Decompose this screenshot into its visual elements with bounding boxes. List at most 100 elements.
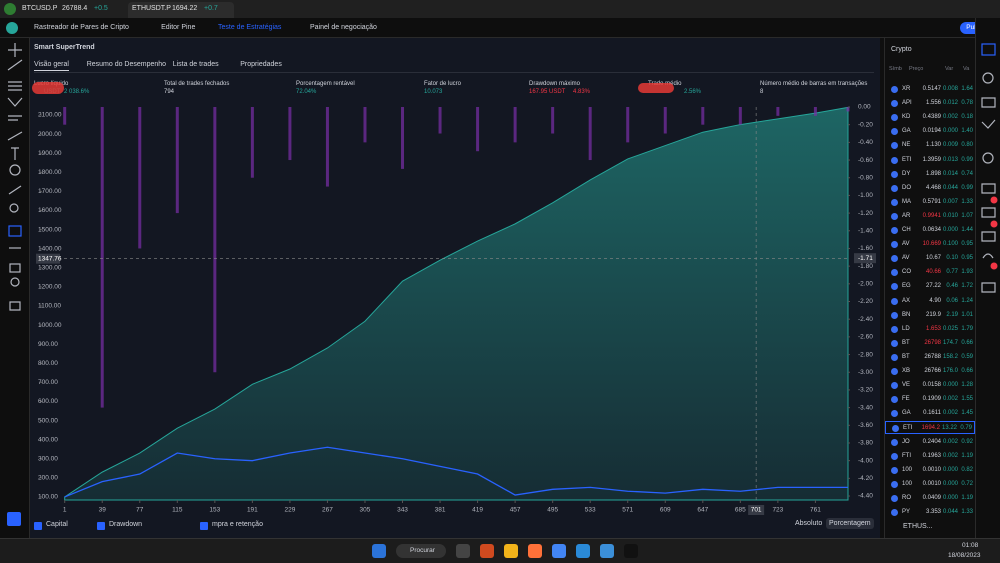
- watchlist-row[interactable]: MA 0.5791 0.007 1.33: [885, 196, 975, 209]
- watchlist-row[interactable]: AR 0.9941 0.010 1.07: [885, 210, 975, 223]
- watchlist-row[interactable]: BT 26798 174.7 0.66: [885, 337, 975, 350]
- taskbar-app[interactable]: [624, 544, 638, 558]
- metric-value: 167.95 USDT: [529, 89, 566, 95]
- watchlist-row[interactable]: RO 0.0409 0.000 1.19: [885, 492, 975, 505]
- y2-tick-label: -1.80: [858, 263, 873, 270]
- watchlist-row[interactable]: VE 0.0158 0.000 1.28: [885, 379, 975, 392]
- browser-tab[interactable]: BTCUSD.P 26788.4 +0.5: [18, 2, 124, 18]
- y2-tick-label: -1.60: [858, 245, 873, 252]
- watchlist-row[interactable]: BT 26788 158.2 0.59: [885, 351, 975, 364]
- watchlist-row[interactable]: API 1.556 0.012 0.78: [885, 97, 975, 110]
- watchlist-row[interactable]: 100 0.0010 0.000 0.82: [885, 464, 975, 477]
- panel-tab[interactable]: Visão geral: [34, 61, 69, 71]
- watchlist-row[interactable]: FTI 0.1963 0.002 1.19: [885, 450, 975, 463]
- change: 0.009: [942, 142, 958, 149]
- change: 0.002: [942, 452, 958, 459]
- change: 0.10: [946, 255, 958, 262]
- watchlist-row[interactable]: ETI 1694.2 13.22 0.79: [885, 421, 975, 435]
- crosshair-x-label: 701: [751, 507, 762, 514]
- legend-checkbox[interactable]: [200, 522, 208, 530]
- price: 0.0010: [922, 480, 941, 487]
- symbol: LD: [902, 325, 910, 332]
- symbol: AV: [902, 241, 910, 248]
- watchlist-row[interactable]: DY 1.898 0.014 0.74: [885, 168, 975, 181]
- watchlist-row[interactable]: AV 10.67 0.10 0.95: [885, 252, 975, 265]
- x-tick-label: 381: [435, 507, 446, 514]
- watchlist-row[interactable]: DO 4.468 0.044 0.99: [885, 182, 975, 195]
- price: 219.9: [925, 311, 941, 318]
- watchlist-row[interactable]: ETI 1.3959 0.013 0.99: [885, 154, 975, 167]
- watchlist-row[interactable]: EG 27.22 0.46 1.72: [885, 280, 975, 293]
- y2-tick-label: -3.40: [858, 404, 873, 411]
- watchlist-row[interactable]: XB 26766 176.0 0.66: [885, 365, 975, 378]
- panel-tab[interactable]: Resumo do Desempenho: [86, 61, 167, 68]
- watchlist-row[interactable]: FE 0.1909 0.002 1.55: [885, 393, 975, 406]
- price: 0.0409: [922, 494, 941, 501]
- watchlist-row[interactable]: AX 4.90 0.06 1.24: [885, 295, 975, 308]
- taskbar-app[interactable]: [576, 544, 590, 558]
- watchlist-row[interactable]: GA 0.1611 0.002 1.45: [885, 407, 975, 420]
- menu-item[interactable]: Rastreador de Pares de Cripto: [34, 24, 129, 31]
- taskbar-app[interactable]: [456, 544, 470, 558]
- y-tick-label: 800.00: [38, 360, 58, 367]
- symbol: XB: [902, 368, 911, 374]
- panel-tab[interactable]: Propriedades: [240, 61, 282, 68]
- scale-mode[interactable]: Absoluto: [795, 520, 823, 527]
- metric-label: Porcentagem rentável: [296, 81, 355, 87]
- watchlist-row[interactable]: PY 3.353 0.044 1.33: [885, 506, 975, 519]
- watchlist-row[interactable]: CO 40.66 0.77 1.93: [885, 266, 975, 279]
- taskbar-app[interactable]: [504, 544, 518, 558]
- watchlist-row[interactable]: 100 0.0010 0.000 0.72: [885, 478, 975, 491]
- symbol-icon: [891, 212, 898, 220]
- menu-item[interactable]: Editor Pine: [161, 24, 196, 31]
- panel-tab[interactable]: Lista de trades: [172, 61, 219, 68]
- watchlist-row[interactable]: AV 10.669 0.100 0.95: [885, 238, 975, 251]
- taskbar: Procurar 01:08 18/08/2023: [0, 538, 1000, 563]
- watchlist-row[interactable]: LD 1.653 0.025 1.79: [885, 323, 975, 336]
- watchlist-row[interactable]: XR 0.5147 0.008 1.64: [885, 83, 975, 96]
- symbol: ETI: [902, 156, 912, 163]
- search-box[interactable]: Procurar: [396, 544, 446, 558]
- change-pct: 0.80: [961, 142, 973, 149]
- drawdown-bar: [513, 107, 517, 143]
- price: 0.9941: [922, 212, 941, 219]
- drawdown-bar: [288, 107, 292, 161]
- watchlist-row[interactable]: KD 0.4389 0.002 0.18: [885, 111, 975, 124]
- symbol: DO: [902, 184, 911, 191]
- y-tick-label: 1500.00: [38, 226, 62, 233]
- tab-price: 26788.4: [62, 5, 88, 12]
- menu-item[interactable]: Painel de negociação: [310, 24, 377, 31]
- watchlist-title[interactable]: Crypto: [891, 46, 912, 53]
- taskbar-app[interactable]: [600, 544, 614, 558]
- taskbar-app[interactable]: [528, 544, 542, 558]
- legend-checkbox[interactable]: [34, 522, 42, 530]
- watchlist-row[interactable]: BN 219.9 2.19 1.01: [885, 309, 975, 322]
- watchlist: Crypto Símb Preço Var Va XR 0.5147 0.008 1.64 API…: [884, 38, 975, 538]
- scale-mode[interactable]: Porcentagem: [826, 518, 874, 529]
- symbol: BT: [902, 339, 910, 346]
- y-tick-label: 1400.00: [38, 245, 62, 252]
- drawdown-bar: [63, 107, 67, 125]
- change: 0.000: [942, 128, 958, 135]
- browser-tab[interactable]: ETHUSDT.P 1694.22 +0.7: [128, 2, 234, 18]
- taskbar-app[interactable]: [372, 544, 386, 558]
- y2-tick-label: -2.40: [858, 316, 873, 323]
- price: 1.556: [925, 100, 941, 107]
- symbol: VE: [902, 382, 911, 389]
- taskbar-app[interactable]: [480, 544, 494, 558]
- watchlist-row[interactable]: NE 1.130 0.009 0.80: [885, 139, 975, 152]
- legend-checkbox[interactable]: [97, 522, 105, 530]
- symbol-icon: [891, 255, 898, 263]
- symbol-icon: [891, 114, 898, 122]
- watchlist-row[interactable]: CH 0.0634 0.000 1.44: [885, 224, 975, 237]
- crosshair-y2-box: [854, 253, 876, 264]
- watchlist-row[interactable]: JO 0.2404 0.002 0.92: [885, 436, 975, 449]
- y2-tick-label: -4.00: [858, 457, 873, 464]
- y2-tick-label: -3.00: [858, 369, 873, 376]
- watchlist-row[interactable]: GA 0.0194 0.000 1.40: [885, 125, 975, 138]
- change: 0.010: [942, 212, 958, 219]
- metric-label: Fator de lucro: [424, 81, 462, 87]
- menu-item[interactable]: Teste de Estratégias: [218, 24, 282, 31]
- taskbar-app[interactable]: [552, 544, 566, 558]
